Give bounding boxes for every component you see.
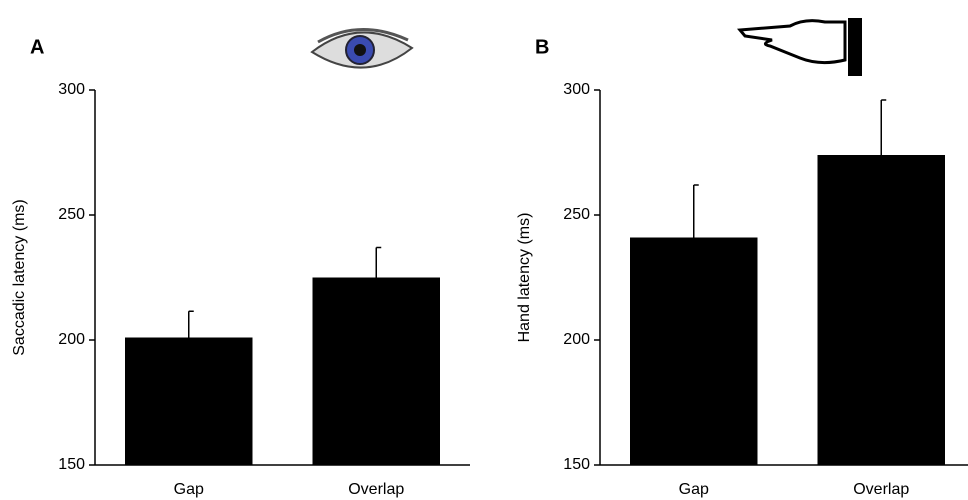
y-tick-label: 300 xyxy=(563,81,590,98)
x-tick-label: Gap xyxy=(679,481,709,498)
y-tick-label: 150 xyxy=(58,456,85,473)
hand-icon xyxy=(740,18,862,76)
x-tick-label: Overlap xyxy=(853,481,909,498)
eye-icon xyxy=(312,29,412,67)
panel-label: A xyxy=(30,36,44,58)
y-tick-label: 250 xyxy=(563,206,590,223)
y-tick-label: 250 xyxy=(58,206,85,223)
figure: A Saccadic latency (ms) 150 200 250 300 Gap Ove… xyxy=(0,0,968,500)
y-axis-label: Saccadic latency (ms) xyxy=(11,199,28,356)
y-tick-label: 200 xyxy=(58,331,85,348)
y-tick-label: 150 xyxy=(563,456,590,473)
bar xyxy=(313,278,441,466)
x-tick-label: Gap xyxy=(174,481,204,498)
bar xyxy=(125,338,253,466)
y-axis-label: Hand latency (ms) xyxy=(516,213,533,343)
bar xyxy=(818,155,946,465)
bar xyxy=(630,238,758,466)
y-tick-label: 300 xyxy=(58,81,85,98)
panel-label: B xyxy=(535,36,549,58)
x-tick-label: Overlap xyxy=(348,481,404,498)
y-tick-label: 200 xyxy=(563,331,590,348)
